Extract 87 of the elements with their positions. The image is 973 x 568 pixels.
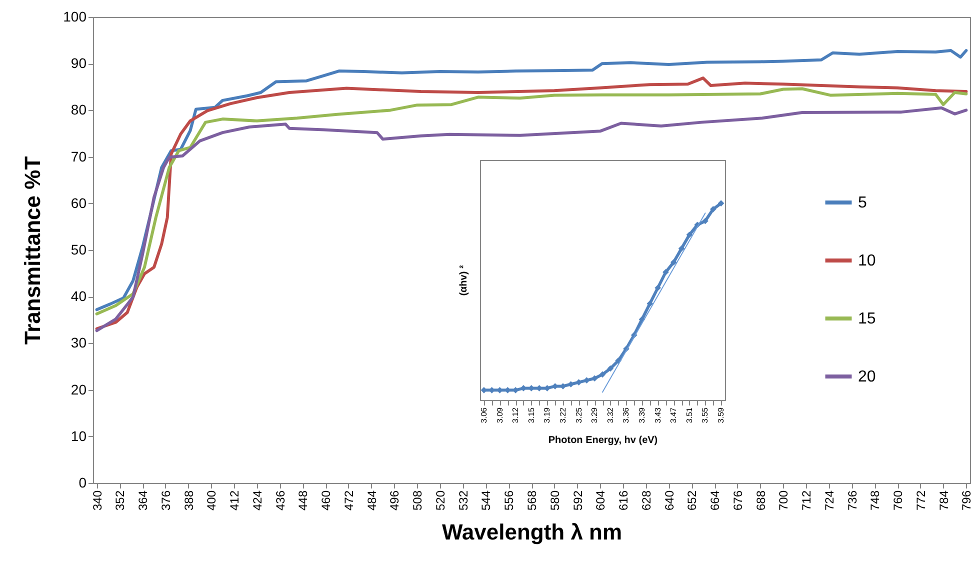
x-tick-label: 736 (845, 490, 860, 511)
x-tick-label: 532 (456, 490, 470, 511)
x-tick-label: 3.09 (495, 406, 504, 424)
y-tick-label: 20 (70, 381, 87, 398)
x-tick-label: 604 (594, 490, 608, 511)
x-tick-label: 760 (891, 490, 906, 511)
y-tick-label: 70 (70, 148, 87, 164)
x-tick-label: 508 (410, 490, 425, 511)
legend-label: 5 (858, 194, 867, 212)
x-tick-label: 472 (342, 490, 356, 511)
x-tick-label: 3.29 (590, 406, 600, 424)
x-tick-label: 3.19 (542, 406, 552, 424)
point (591, 375, 598, 382)
x-axis-title: Wavelength λ nm (442, 520, 622, 545)
x-tick-label: 556 (502, 490, 516, 511)
x-tick-label: 748 (868, 490, 882, 511)
y-tick-label: 60 (70, 194, 87, 211)
y-axis-title: (αhv) ² (458, 264, 470, 296)
y-tick-label: 30 (70, 334, 87, 351)
x-tick-label: 352 (113, 490, 128, 511)
x-tick-label: 448 (296, 490, 310, 511)
x-tick-label: 3.12 (511, 406, 520, 424)
y-tick-label: 40 (70, 288, 87, 304)
x-tick-label: 3.32 (606, 406, 615, 424)
x-tick-label: 364 (136, 490, 150, 511)
point (568, 381, 574, 388)
x-tick-label: 436 (273, 490, 288, 511)
legend-label: 20 (858, 368, 876, 386)
x-tick-label: 496 (388, 490, 402, 511)
x-tick-label: 412 (228, 490, 242, 511)
point (646, 300, 654, 307)
y-tick-label: 80 (70, 102, 87, 118)
x-tick-label: 772 (914, 490, 928, 511)
x-tick-label: 688 (754, 490, 768, 511)
point (702, 218, 708, 224)
x-tick-label: 388 (182, 490, 196, 511)
x-tick-label: 3.06 (479, 406, 488, 424)
x-tick-label: 664 (708, 490, 722, 511)
y-tick-label: 50 (70, 242, 87, 258)
legend-label: 15 (858, 310, 876, 328)
x-tick-label: 592 (570, 490, 585, 511)
x-tick-label: 3.36 (622, 406, 631, 424)
x-tick-label: 580 (548, 490, 562, 511)
x-tick-label: 460 (319, 490, 334, 511)
x-tick-label: 376 (158, 490, 173, 511)
x-tick-label: 400 (204, 490, 219, 511)
y-tick-label: 90 (70, 55, 87, 72)
x-tick-label: 568 (525, 490, 539, 511)
x-tick-label: 616 (616, 490, 631, 511)
point (718, 200, 724, 206)
point (599, 371, 606, 378)
x-tick-label: 3.22 (558, 406, 568, 424)
point (710, 206, 716, 212)
point (607, 365, 614, 372)
point (670, 259, 677, 266)
x-tick-label: 3.47 (669, 406, 678, 424)
x-tick-label: 796 (960, 490, 973, 511)
x-tick-label: 724 (822, 490, 836, 511)
x-tick-label: 652 (685, 490, 700, 511)
x-axis-title: Photon Energy, hv (eV) (548, 435, 658, 446)
x-tick-label: 3.39 (638, 406, 647, 424)
x-tick-label: 3.59 (716, 406, 726, 424)
x-tick-label: 628 (639, 490, 654, 511)
x-tick-label: 784 (936, 490, 951, 511)
y-tick-label: 0 (78, 474, 87, 490)
legend-label: 10 (858, 252, 876, 270)
point (678, 245, 685, 252)
x-tick-label: 3.25 (574, 406, 584, 424)
y-axis-title: Transmittance %T (20, 156, 46, 345)
x-tick-label: 676 (730, 490, 745, 511)
line-series (95, 49, 968, 312)
x-tick-label: 520 (433, 490, 448, 511)
x-tick-label: 3.43 (653, 406, 662, 424)
y-tick-label: 100 (63, 8, 87, 24)
x-tick-label: 3.51 (684, 406, 694, 424)
y-tick-label: 10 (70, 428, 87, 444)
x-tick-label: 3.15 (526, 406, 536, 424)
x-tick-label: 544 (479, 490, 494, 511)
point (654, 284, 661, 292)
x-tick-label: 484 (364, 490, 379, 511)
point (662, 268, 669, 276)
x-tick-label: 424 (250, 490, 264, 511)
x-tick-label: 700 (776, 490, 791, 511)
x-tick-label: 712 (800, 490, 814, 511)
x-tick-label: 640 (662, 490, 676, 511)
x-tick-label: 340 (90, 490, 104, 511)
x-tick-label: 3.55 (700, 406, 710, 424)
